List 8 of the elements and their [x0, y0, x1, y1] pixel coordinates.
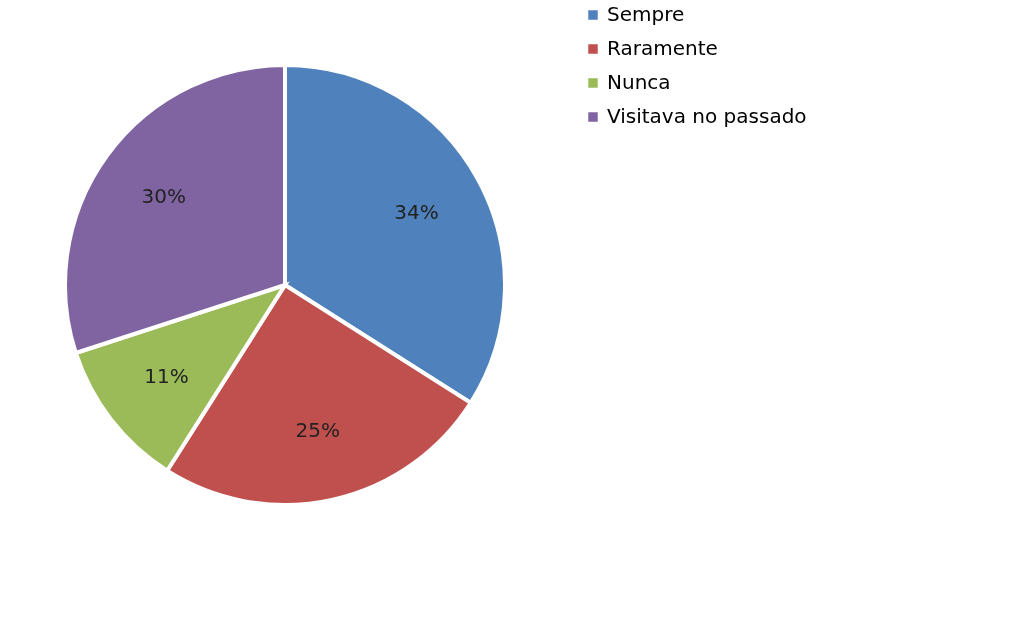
- legend-label: Sempre: [607, 2, 685, 26]
- legend-label: Visitava no passado: [607, 104, 807, 128]
- data-label: 34%: [394, 199, 439, 224]
- data-label: 30%: [141, 183, 186, 208]
- legend-label: Nunca: [607, 70, 671, 94]
- legend-label: Raramente: [607, 36, 718, 60]
- data-label: 11%: [144, 363, 189, 388]
- data-label: 25%: [295, 418, 340, 443]
